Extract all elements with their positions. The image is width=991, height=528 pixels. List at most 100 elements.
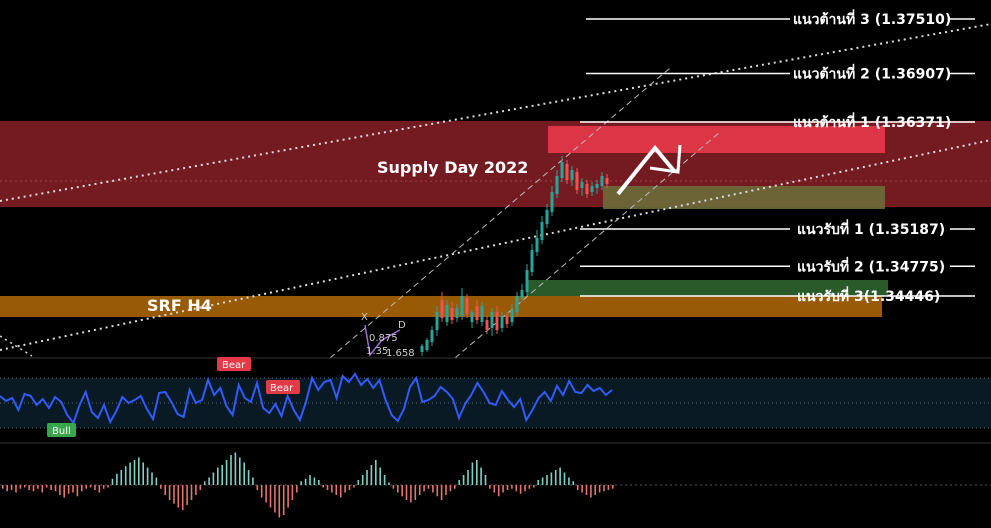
histogram-bar bbox=[116, 473, 118, 485]
candle-body bbox=[500, 316, 504, 328]
trendline-lower bbox=[0, 139, 991, 351]
histogram-bar bbox=[309, 475, 311, 485]
histogram-bar bbox=[388, 482, 390, 485]
candle-body bbox=[480, 306, 484, 322]
histogram-bar bbox=[10, 485, 13, 490]
histogram-bar bbox=[467, 470, 469, 485]
histogram-bar bbox=[392, 485, 395, 489]
candle-body bbox=[440, 300, 444, 318]
green-support-box bbox=[527, 280, 888, 296]
histogram-bar bbox=[370, 465, 373, 485]
histogram-bar bbox=[269, 485, 272, 508]
histogram-bar bbox=[344, 485, 346, 493]
histogram-bar bbox=[484, 475, 487, 485]
histogram-bar bbox=[612, 485, 614, 489]
candle-body bbox=[445, 305, 449, 322]
histogram-bar bbox=[445, 485, 447, 495]
candle-body bbox=[435, 312, 439, 330]
histogram-bar bbox=[375, 460, 377, 485]
histogram-bar bbox=[41, 485, 44, 493]
histogram-bar bbox=[572, 481, 575, 485]
bear-tag-1-label: Bear bbox=[222, 360, 246, 371]
red-resistance-box bbox=[548, 126, 885, 153]
harmonic-ratio-2: 1.35 bbox=[366, 346, 388, 357]
histogram-bar bbox=[414, 485, 417, 500]
histogram-bar bbox=[563, 472, 566, 485]
channel-lower bbox=[454, 131, 721, 359]
histogram-bar bbox=[168, 485, 171, 500]
histogram-bar bbox=[247, 470, 250, 485]
srf-zone-label: SRF H4 bbox=[147, 296, 212, 315]
histogram-bar bbox=[146, 467, 149, 485]
histogram-bar bbox=[603, 485, 605, 492]
histogram-bar bbox=[28, 485, 30, 490]
level-label-bg-resistance-2 bbox=[790, 64, 950, 83]
histogram-bar bbox=[102, 485, 105, 489]
histogram-bar bbox=[111, 478, 114, 485]
histogram-bar bbox=[190, 485, 193, 500]
candle-body bbox=[460, 296, 464, 316]
histogram-bar bbox=[243, 462, 245, 485]
histogram-bar bbox=[234, 452, 237, 485]
histogram-bar bbox=[590, 485, 592, 498]
histogram-bar bbox=[519, 485, 522, 494]
histogram-bar bbox=[471, 462, 474, 485]
histogram-bar bbox=[427, 485, 430, 489]
histogram-bar bbox=[76, 485, 79, 497]
histogram-bar bbox=[366, 470, 368, 485]
histogram-bar bbox=[85, 485, 87, 489]
histogram-bar bbox=[274, 485, 276, 513]
histogram-bar bbox=[379, 467, 381, 485]
candle-body bbox=[515, 296, 519, 312]
histogram-bar bbox=[6, 485, 8, 492]
histogram-bar bbox=[410, 485, 412, 503]
level-label-resistance-1: แนวต้านที่ 1 (1.36371) bbox=[793, 112, 951, 131]
histogram-bar bbox=[554, 470, 557, 485]
histogram-bar bbox=[331, 485, 333, 493]
histogram-bar bbox=[322, 485, 324, 488]
histogram-bar bbox=[282, 485, 285, 515]
histogram-bar bbox=[32, 485, 35, 492]
histogram-bar bbox=[217, 467, 219, 485]
histogram-bar bbox=[304, 478, 307, 485]
level-label-bg-support-2 bbox=[790, 257, 950, 276]
harmonic-ratio-1: 0.875 bbox=[369, 333, 398, 344]
histogram-group bbox=[2, 452, 614, 518]
histogram-bar bbox=[418, 485, 421, 495]
histogram-bar bbox=[50, 485, 52, 490]
histogram-bar bbox=[260, 485, 263, 498]
histogram-bar bbox=[598, 485, 601, 493]
candle-body bbox=[545, 210, 549, 224]
forecast-arrow bbox=[616, 144, 677, 196]
level-label-bg-support-1 bbox=[790, 220, 950, 239]
histogram-bar bbox=[160, 485, 162, 489]
histogram-bar bbox=[493, 485, 496, 493]
histogram-bar bbox=[120, 470, 123, 485]
histogram-bar bbox=[54, 485, 57, 492]
bear-tag-2: Bear bbox=[266, 380, 300, 394]
level-label-support-1: แนวรับที่ 1 (1.35187) bbox=[797, 219, 945, 238]
histogram-bar bbox=[155, 477, 158, 485]
candle-body bbox=[525, 270, 529, 292]
histogram-bar bbox=[440, 485, 443, 500]
histogram-bar bbox=[296, 485, 298, 493]
harmonic-pattern bbox=[364, 324, 401, 357]
histogram-bar bbox=[397, 485, 399, 493]
candle-body bbox=[520, 290, 524, 298]
bull-tag-1-label: Bull bbox=[52, 426, 71, 437]
histogram-bar bbox=[265, 485, 267, 503]
candle-body bbox=[475, 306, 479, 320]
harmonic-d-label: D bbox=[398, 320, 406, 331]
level-label-bg-resistance-3 bbox=[790, 10, 950, 28]
channel-upper bbox=[329, 67, 671, 359]
histogram-bar bbox=[585, 485, 588, 495]
histogram-bar bbox=[489, 485, 491, 489]
histogram-bar bbox=[449, 485, 452, 492]
candle-body bbox=[455, 308, 459, 318]
histogram-bar bbox=[528, 485, 531, 489]
histogram-bar bbox=[454, 485, 456, 489]
histogram-bar bbox=[195, 485, 197, 495]
candle-body bbox=[585, 184, 589, 194]
histogram-bar bbox=[142, 462, 144, 485]
histogram-bar bbox=[458, 480, 460, 485]
